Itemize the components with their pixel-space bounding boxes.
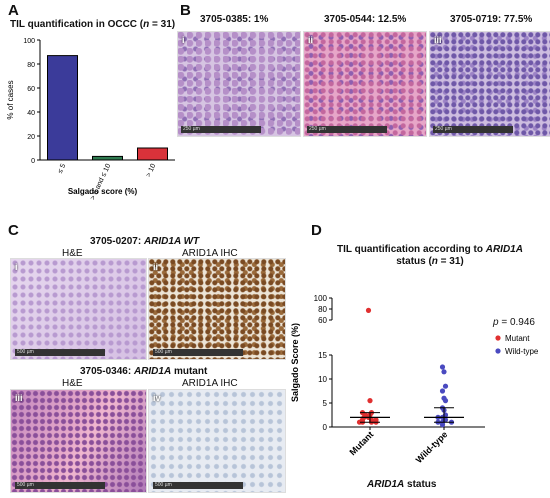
micrograph-c-ii: ii 500 µm (148, 258, 286, 360)
y-tick-label: 100 (23, 38, 35, 45)
scale-bar: 500 µm (15, 482, 105, 489)
y-tick-label: 15 (318, 351, 327, 360)
x-tick-label: Mutant (347, 429, 375, 457)
micrograph-b-iii-label: iii (434, 35, 442, 45)
case1-ihc-label: ARID1A IHC (182, 248, 238, 259)
micrograph-b-ii-label: ii (308, 35, 314, 45)
y-tick-label: 5 (323, 399, 328, 408)
case2-ihc-label: ARID1A IHC (182, 378, 238, 389)
legend-marker (495, 335, 501, 341)
y-tick-label: 10 (318, 375, 327, 384)
data-point (365, 307, 372, 313)
scale-bar: 250 µm (307, 126, 387, 133)
data-point (442, 398, 449, 404)
panel-b-title-1: 3705-0385: 1% (200, 14, 269, 25)
case2-he-label: H&E (62, 378, 83, 389)
data-point (439, 422, 446, 428)
micrograph-c-iii-label: iii (15, 393, 23, 403)
legend-marker (495, 348, 501, 354)
panel-b-title-2: 3705-0544: 12.5% (324, 14, 407, 25)
x-tick-label: > 10 (145, 163, 157, 179)
panel-b-title-3: 3705-0719: 77.5% (450, 14, 533, 25)
panel-d-xlabel: ARID1A status (367, 479, 437, 490)
y-tick-label: 0 (31, 158, 35, 165)
y-tick-label: 20 (27, 134, 35, 141)
scale-bar: 250 µm (181, 126, 261, 133)
scale-bar: 500 µm (153, 482, 243, 489)
micrograph-b-i: i 250 µm (177, 31, 301, 137)
data-point (356, 419, 363, 425)
micrograph-b-i-label: i (182, 35, 185, 45)
bar-0 (47, 55, 78, 161)
x-tick-label: Wild-type (414, 429, 450, 465)
legend-label: Wild-type (505, 347, 539, 356)
case1-title: 3705-0207: ARID1A WT (90, 236, 200, 247)
panel-c-label: C (8, 222, 19, 239)
y-tick-label: 80 (27, 62, 35, 69)
micrograph-c-iii: iii 500 µm (10, 389, 147, 493)
y-axis-label: Salgado Score (%) (290, 323, 300, 402)
panel-b-label: B (180, 2, 191, 19)
bar-1 (92, 155, 123, 161)
legend-label: Mutant (505, 334, 530, 343)
micrograph-c-iv-label: iv (153, 393, 161, 403)
y-tick-label: 80 (318, 305, 327, 314)
micrograph-c-i-label: i (15, 262, 18, 272)
y-tick-label: 60 (318, 316, 327, 325)
x-axis-label: Salgado score (%) (68, 187, 138, 196)
y-tick-label: 0 (323, 423, 328, 432)
y-tick-label: 40 (27, 110, 35, 117)
y-tick-label: 60 (27, 86, 35, 93)
data-point (441, 369, 447, 375)
y-tick-label: 100 (314, 294, 328, 303)
scale-bar: 500 µm (15, 349, 105, 356)
case2-title: 3705-0346: ARID1A mutant (80, 366, 208, 377)
p-value: p = 0.946 (493, 317, 535, 328)
micrograph-c-iv: iv 500 µm (148, 389, 286, 493)
micrograph-c-i: i 500 µm (10, 258, 147, 360)
scale-bar: 500 µm (153, 349, 243, 356)
scale-bar: 250 µm (433, 126, 513, 133)
data-point (442, 383, 449, 389)
bar-2 (137, 147, 168, 161)
panel-d-label: D (311, 222, 322, 239)
panel-a-title: TIL quantification in OCCC (n = 31) (10, 19, 176, 30)
panel-a-label: A (8, 2, 19, 19)
micrograph-b-iii: iii 250 µm (429, 31, 550, 137)
data-point (439, 388, 446, 394)
micrograph-c-ii-label: ii (153, 262, 159, 272)
data-point (367, 398, 373, 404)
panel-d-title: TIL quantification according to ARID1A s… (337, 244, 523, 267)
data-point (439, 364, 446, 370)
y-axis-label: % of cases (6, 80, 15, 119)
x-tick-label: ≤ 5 (57, 163, 67, 175)
case1-he-label: H&E (62, 248, 83, 259)
panel-d-scatter-chart: 0 5 10 15 60 80 100 Salgado Score (%) Mutant Wild… (290, 294, 539, 465)
micrograph-b-ii: ii 250 µm (303, 31, 427, 137)
